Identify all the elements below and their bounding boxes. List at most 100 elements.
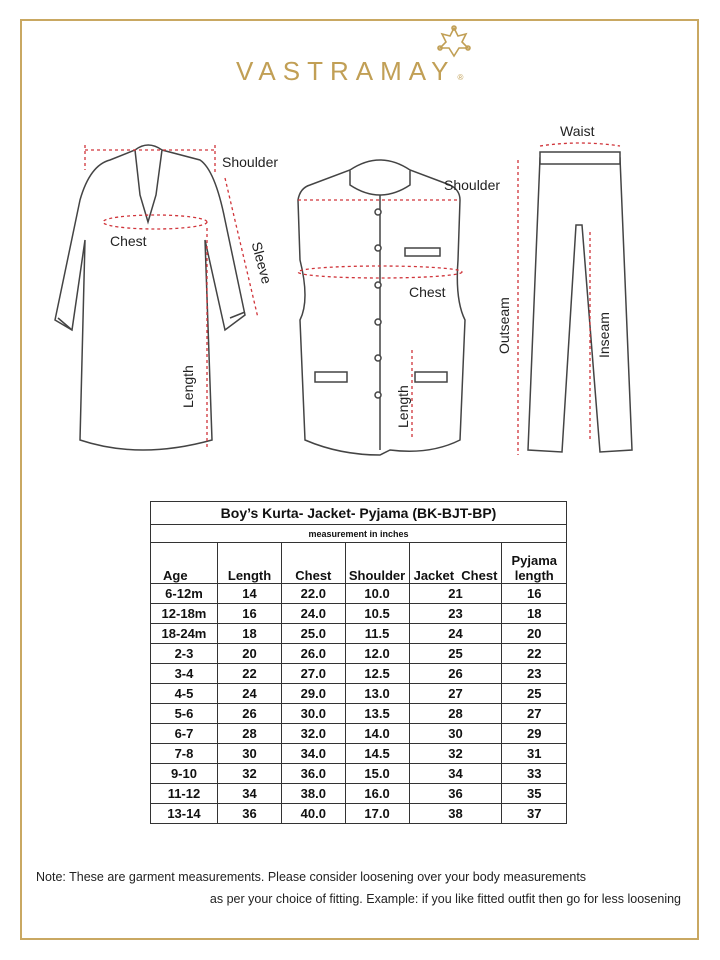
cell-jacket-chest: 30 (408, 723, 503, 744)
table-subtitle: measurement in inches (150, 524, 567, 543)
cell-jacket-chest: 26 (408, 663, 503, 684)
table-row: 13-14 36 40.0 17.0 38 37 (150, 803, 567, 824)
table-row: 4-5 24 29.0 13.0 27 25 (150, 683, 567, 704)
cell-length: 14 (216, 583, 283, 604)
cell-pyjama-length: 22 (501, 643, 567, 664)
jacket-shoulder-label: Shoulder (444, 177, 501, 193)
cell-age: 12-18m (150, 603, 218, 624)
header-jacket-chest: Jacket Chest (408, 542, 503, 584)
cell-shoulder: 14.0 (344, 723, 410, 744)
cell-length: 28 (216, 723, 283, 744)
garment-diagram (54, 142, 633, 456)
cell-jacket-chest: 32 (408, 743, 503, 764)
cell-pyjama-length: 16 (501, 583, 567, 604)
cell-shoulder: 12.0 (344, 643, 410, 664)
pyjama-waist-label: Waist (560, 123, 595, 139)
cell-chest: 22.0 (281, 583, 346, 604)
cell-pyjama-length: 33 (501, 763, 567, 784)
table-row: 6-12m 14 22.0 10.0 21 16 (150, 583, 567, 604)
jacket-length-label: Length (395, 385, 411, 428)
jacket-measure-lines (297, 199, 463, 440)
cell-pyjama-length: 37 (501, 803, 567, 824)
size-chart-table: Boy’s Kurta- Jacket- Pyjama (BK-BJT-BP) … (150, 501, 567, 824)
cell-length: 36 (216, 803, 283, 824)
cell-pyjama-length: 25 (501, 683, 567, 704)
brand-wordmark: VASTRAMAY ® (236, 56, 463, 86)
table-row: 2-3 20 26.0 12.0 25 22 (150, 643, 567, 664)
table-title: Boy’s Kurta- Jacket- Pyjama (BK-BJT-BP) (150, 501, 567, 525)
pyjama-inseam-label: Inseam (596, 312, 612, 358)
cell-shoulder: 10.5 (344, 603, 410, 624)
table-row: 3-4 22 27.0 12.5 26 23 (150, 663, 567, 684)
kurta-measure-lines (84, 145, 259, 448)
cell-length: 20 (216, 643, 283, 664)
cell-chest: 32.0 (281, 723, 346, 744)
note-text: Note: These are garment measurements. Pl… (36, 866, 681, 910)
cell-chest: 38.0 (281, 783, 346, 804)
cell-shoulder: 15.0 (344, 763, 410, 784)
cell-jacket-chest: 23 (408, 603, 503, 624)
cell-chest: 30.0 (281, 703, 346, 724)
cell-chest: 25.0 (281, 623, 346, 644)
table-row: 7-8 30 34.0 14.5 32 31 (150, 743, 567, 764)
cell-chest: 29.0 (281, 683, 346, 704)
table-row: 6-7 28 32.0 14.0 30 29 (150, 723, 567, 744)
table-row: 11-12 34 38.0 16.0 36 35 (150, 783, 567, 804)
table-row: 12-18m 16 24.0 10.5 23 18 (150, 603, 567, 624)
header-pyjama-length: Pyjama length (501, 542, 567, 584)
cell-pyjama-length: 31 (501, 743, 567, 764)
brand-name: VASTRAMAY (236, 56, 456, 86)
pyjama-outseam-label: Outseam (496, 297, 512, 354)
cell-chest: 40.0 (281, 803, 346, 824)
cell-age: 13-14 (150, 803, 218, 824)
cell-age: 5-6 (150, 703, 218, 724)
kurta-chest-label: Chest (110, 233, 147, 249)
header-shoulder: Shoulder (344, 542, 410, 584)
cell-jacket-chest: 21 (408, 583, 503, 604)
cell-age: 2-3 (150, 643, 218, 664)
cell-pyjama-length: 18 (501, 603, 567, 624)
header-age: Age (150, 542, 218, 584)
cell-age: 6-12m (150, 583, 218, 604)
cell-shoulder: 12.5 (344, 663, 410, 684)
cell-age: 6-7 (150, 723, 218, 744)
cell-shoulder: 16.0 (344, 783, 410, 804)
cell-age: 9-10 (150, 763, 218, 784)
cell-length: 24 (216, 683, 283, 704)
registered-mark: ® (457, 73, 464, 82)
cell-length: 26 (216, 703, 283, 724)
cell-age: 7-8 (150, 743, 218, 764)
cell-age: 3-4 (150, 663, 218, 684)
table-row: 18-24m 18 25.0 11.5 24 20 (150, 623, 567, 644)
header-length: Length (216, 542, 283, 584)
cell-length: 34 (216, 783, 283, 804)
pyjama-illustration (527, 151, 633, 453)
cell-pyjama-length: 20 (501, 623, 567, 644)
pyjama-measure-lines (517, 142, 621, 455)
cell-jacket-chest: 36 (408, 783, 503, 804)
cell-shoulder: 11.5 (344, 623, 410, 644)
cell-chest: 36.0 (281, 763, 346, 784)
cell-chest: 26.0 (281, 643, 346, 664)
jacket-illustration (297, 159, 466, 456)
cell-jacket-chest: 34 (408, 763, 503, 784)
cell-chest: 34.0 (281, 743, 346, 764)
page-frame (20, 19, 699, 940)
cell-chest: 24.0 (281, 603, 346, 624)
kurta-length-label: Length (180, 365, 196, 408)
header-chest: Chest (281, 542, 346, 584)
note-line-2: as per your choice of fitting. Example: … (209, 892, 681, 906)
cell-shoulder: 13.0 (344, 683, 410, 704)
cell-length: 32 (216, 763, 283, 784)
cell-shoulder: 17.0 (344, 803, 410, 824)
brand-flower-icon (437, 25, 471, 58)
cell-shoulder: 13.5 (344, 703, 410, 724)
jacket-chest-label: Chest (409, 284, 446, 300)
cell-jacket-chest: 27 (408, 683, 503, 704)
cell-jacket-chest: 25 (408, 643, 503, 664)
cell-age: 11-12 (150, 783, 218, 804)
cell-chest: 27.0 (281, 663, 346, 684)
cell-length: 18 (216, 623, 283, 644)
note-line-1: Note: These are garment measurements. Pl… (36, 870, 587, 884)
cell-age: 18-24m (150, 623, 218, 644)
